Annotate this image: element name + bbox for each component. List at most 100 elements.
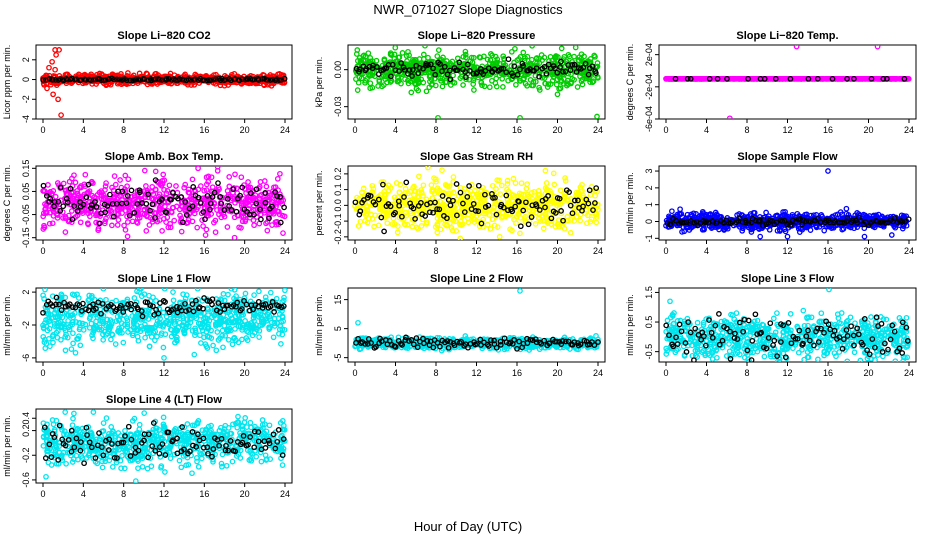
data-point — [589, 79, 596, 86]
data-point — [146, 222, 153, 228]
data-point-black — [542, 204, 548, 211]
data-point — [701, 226, 707, 233]
data-point-outlier — [50, 91, 56, 98]
data-point — [367, 55, 374, 61]
data-point-black — [528, 214, 535, 220]
data-point-black — [403, 179, 410, 186]
data-point-black — [516, 198, 522, 205]
data-point — [557, 187, 564, 194]
data-point-black — [454, 212, 460, 219]
data-point — [356, 195, 362, 202]
x-tick-label: 8 — [744, 246, 749, 256]
data-point-black — [464, 61, 471, 68]
data-point — [870, 213, 877, 220]
data-point-outlier — [517, 114, 523, 119]
data-point-black — [829, 75, 836, 82]
data-point — [271, 184, 277, 191]
data-point — [498, 182, 505, 189]
data-point — [78, 183, 84, 189]
data-point-black — [380, 181, 386, 188]
data-point-black — [533, 203, 540, 209]
data-point-black — [439, 68, 445, 75]
x-tick-label: 24 — [593, 125, 603, 135]
data-point — [182, 181, 189, 188]
y-tick-label: 0.0 — [333, 199, 343, 212]
data-point — [467, 194, 474, 200]
data-point — [705, 211, 712, 218]
data-point-black — [278, 76, 285, 83]
data-point — [412, 197, 419, 203]
data-point — [457, 201, 464, 207]
data-point — [593, 211, 600, 218]
data-point — [79, 210, 86, 216]
data-point — [203, 181, 210, 188]
data-point — [517, 78, 524, 84]
data-point-black — [901, 75, 908, 82]
data-point-black — [590, 207, 596, 213]
data-point-black — [127, 77, 133, 84]
data-point — [163, 219, 169, 225]
data-point-black — [406, 67, 413, 73]
data-point-black — [832, 218, 838, 224]
data-point — [62, 213, 69, 220]
data-point — [72, 179, 79, 186]
data-point-black — [466, 183, 472, 189]
data-point-black — [269, 203, 275, 210]
data-point — [420, 56, 427, 62]
data-point-black — [64, 199, 71, 206]
data-points — [663, 45, 912, 119]
data-point-black — [437, 61, 443, 67]
data-point — [124, 213, 130, 220]
data-point — [245, 179, 251, 185]
data-point — [200, 223, 206, 229]
data-point-black — [492, 194, 498, 201]
data-point — [465, 215, 471, 222]
data-points — [352, 166, 601, 240]
data-point-black — [71, 203, 78, 209]
data-point — [388, 206, 395, 213]
data-point — [368, 211, 374, 218]
data-point — [101, 195, 108, 201]
data-point-black — [781, 217, 788, 224]
data-point — [420, 182, 427, 189]
data-point-black — [472, 208, 479, 214]
data-point-black — [111, 76, 118, 83]
data-point-black — [475, 182, 482, 189]
data-point-black — [434, 206, 440, 212]
data-point — [238, 202, 245, 209]
data-point-black — [514, 71, 521, 78]
data-point — [62, 229, 69, 235]
data-point — [201, 201, 208, 207]
data-point — [698, 75, 705, 82]
data-point — [448, 225, 455, 231]
data-point — [532, 221, 539, 227]
data-point-black — [356, 68, 362, 75]
data-point — [692, 75, 699, 82]
data-point — [470, 63, 476, 70]
data-point — [272, 219, 279, 226]
data-point — [403, 53, 410, 59]
data-point — [111, 173, 118, 179]
data-point-black — [378, 214, 385, 221]
data-point — [114, 222, 121, 228]
data-point — [385, 182, 392, 189]
data-point — [69, 175, 75, 182]
data-point — [212, 217, 219, 224]
data-point-black — [541, 63, 548, 70]
data-point — [205, 173, 212, 180]
data-point — [463, 54, 469, 61]
data-point-black — [253, 200, 260, 207]
y-tick-label: 0 — [644, 219, 654, 224]
data-point-black — [55, 198, 62, 205]
data-point-black — [207, 200, 214, 207]
data-point — [434, 222, 441, 229]
data-point — [750, 75, 757, 82]
data-point-black — [416, 65, 423, 71]
data-point — [226, 183, 233, 190]
data-point-black — [589, 63, 596, 70]
data-point — [40, 226, 47, 232]
data-point — [251, 222, 257, 229]
x-tick-label: 16 — [199, 368, 209, 378]
data-point-black — [217, 194, 224, 200]
